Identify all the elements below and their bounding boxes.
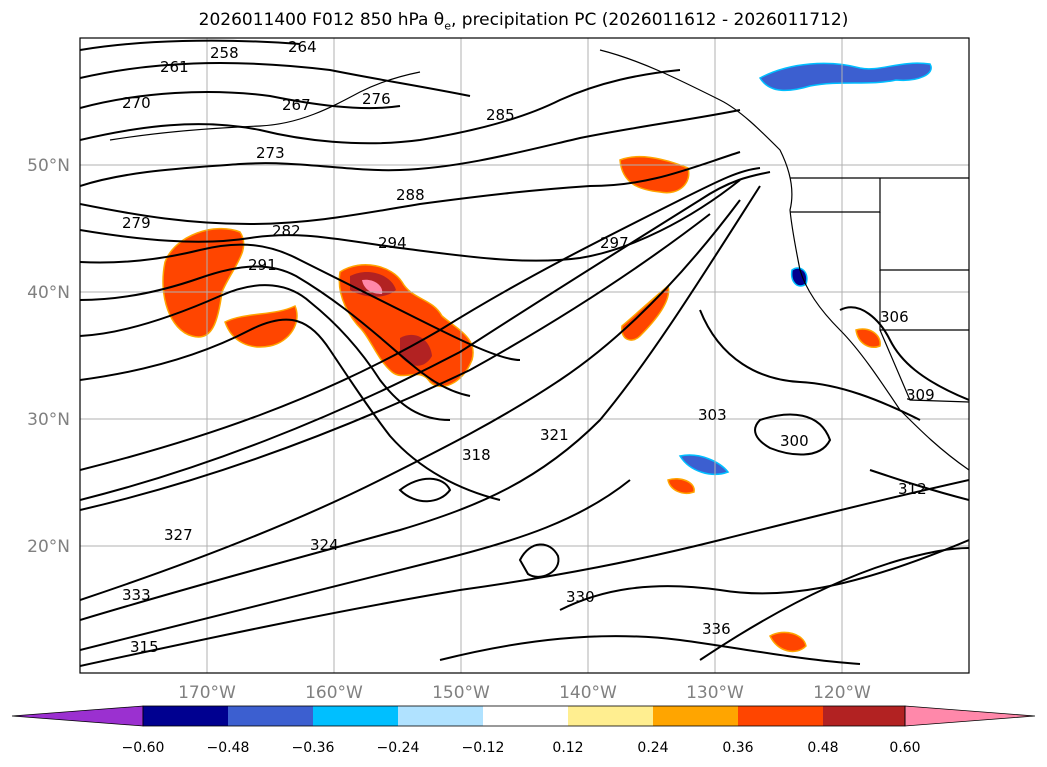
- colorbar-segment: [738, 706, 823, 726]
- lon-label-120w: 120°W: [813, 683, 871, 703]
- colorbar-tick: −0.60: [122, 740, 165, 756]
- precip-core-south: [400, 334, 432, 366]
- contour-label-327: 327: [164, 526, 193, 544]
- colorbar-tick: −0.36: [292, 740, 335, 756]
- contour-label-261: 261: [160, 58, 189, 76]
- lat-label-30n: 30°N: [27, 410, 70, 430]
- colorbar-segment: [398, 706, 483, 726]
- colorbar-tick: 0.60: [889, 740, 920, 756]
- title-main: 2026011400 F012 850 hPa θ: [198, 10, 445, 30]
- lon-label-160w: 160°W: [305, 683, 363, 703]
- lon-label-130w: 130°W: [686, 683, 744, 703]
- precip-patch-pos-south: [769, 631, 807, 653]
- contour-label-279: 279: [122, 214, 151, 232]
- precip-patch-mid: [224, 304, 298, 348]
- colorbar-extend-min: [11, 705, 144, 727]
- title-subscript: e: [444, 19, 451, 33]
- colorbar-tick: 0.24: [637, 740, 668, 756]
- precip-shading: [162, 62, 932, 653]
- colorbar-tick: 0.48: [807, 740, 838, 756]
- contour-label-303: 303: [698, 406, 727, 424]
- lat-label-20n: 20°N: [27, 537, 70, 557]
- precip-patch-neg-north: [758, 62, 932, 92]
- precip-peak-central: [362, 279, 383, 294]
- contour-label-330: 330: [566, 588, 595, 606]
- contour-labels: 258 261 264 267 270 273 276 279 282 285 …: [122, 38, 935, 656]
- contour-label-270: 270: [122, 94, 151, 112]
- contour-label-300: 300: [780, 432, 809, 450]
- precip-patch-pos-east: [855, 328, 881, 348]
- lon-label-140w: 140°W: [559, 683, 617, 703]
- contour-label-291: 291: [248, 256, 277, 274]
- lon-label-150w: 150°W: [432, 683, 490, 703]
- colorbar-segment: [823, 706, 905, 726]
- contour-label-264: 264: [288, 38, 317, 56]
- contour-label-321: 321: [540, 426, 569, 444]
- lon-label-170w: 170°W: [178, 683, 236, 703]
- contour-label-336: 336: [702, 620, 731, 638]
- contour-label-282: 282: [272, 222, 301, 240]
- colorbar-outline: [142, 705, 906, 727]
- contour-label-324: 324: [310, 536, 339, 554]
- contour-label-297: 297: [600, 234, 629, 252]
- latitude-labels: 50°N 40°N 30°N 20°N: [27, 156, 70, 557]
- precip-patch-front: [621, 284, 670, 341]
- contour-label-294: 294: [378, 234, 407, 252]
- title-period: , precipitation PC (2026011612 - 2026011…: [450, 10, 849, 30]
- contour-label-306: 306: [880, 308, 909, 326]
- colorbar: −0.60 −0.48 −0.36 −0.24 −0.12 0.12 0.24 …: [11, 705, 1036, 756]
- contour-label-309: 309: [906, 386, 935, 404]
- colorbar-segment: [143, 706, 228, 726]
- colorbar-segment: [483, 706, 568, 726]
- contour-label-258: 258: [210, 44, 239, 62]
- lat-label-40n: 40°N: [27, 283, 70, 303]
- contour-label-285: 285: [486, 106, 515, 124]
- contour-label-267: 267: [282, 96, 311, 114]
- precip-patch-northeast: [619, 155, 690, 194]
- map-frame: [79, 37, 970, 674]
- lat-label-50n: 50°N: [27, 156, 70, 176]
- map-title: 2026011400 F012 850 hPa θe, precipitatio…: [0, 10, 1047, 32]
- colorbar-tick: 0.36: [722, 740, 753, 756]
- contour-label-288: 288: [396, 186, 425, 204]
- colorbar-extend-max: [904, 705, 1036, 727]
- colorbar-segment: [568, 706, 653, 726]
- colorbar-tick: −0.12: [462, 740, 505, 756]
- contour-label-315: 315: [130, 638, 159, 656]
- colorbar-ticks: −0.60 −0.48 −0.36 −0.24 −0.12 0.12 0.24 …: [122, 740, 921, 756]
- contour-label-318: 318: [462, 446, 491, 464]
- theta-e-contours: [80, 39, 969, 667]
- colorbar-tick: −0.24: [377, 740, 420, 756]
- longitude-labels: 170°W 160°W 150°W 140°W 130°W 120°W: [178, 683, 871, 703]
- colorbar-segment: [653, 706, 738, 726]
- contour-label-273: 273: [256, 144, 285, 162]
- map-plot-area: [80, 38, 969, 673]
- colorbar-tick: −0.48: [207, 740, 250, 756]
- coastline: [109, 49, 969, 471]
- contour-label-312: 312: [898, 480, 927, 498]
- contour-label-276: 276: [362, 90, 391, 108]
- contour-label-333: 333: [122, 586, 151, 604]
- precip-patch-pos-small: [667, 478, 695, 494]
- precip-patch-neg-pacific: [678, 454, 730, 476]
- colorbar-tick: 0.12: [552, 740, 583, 756]
- colorbar-segment: [228, 706, 313, 726]
- colorbar-segment: [313, 706, 398, 726]
